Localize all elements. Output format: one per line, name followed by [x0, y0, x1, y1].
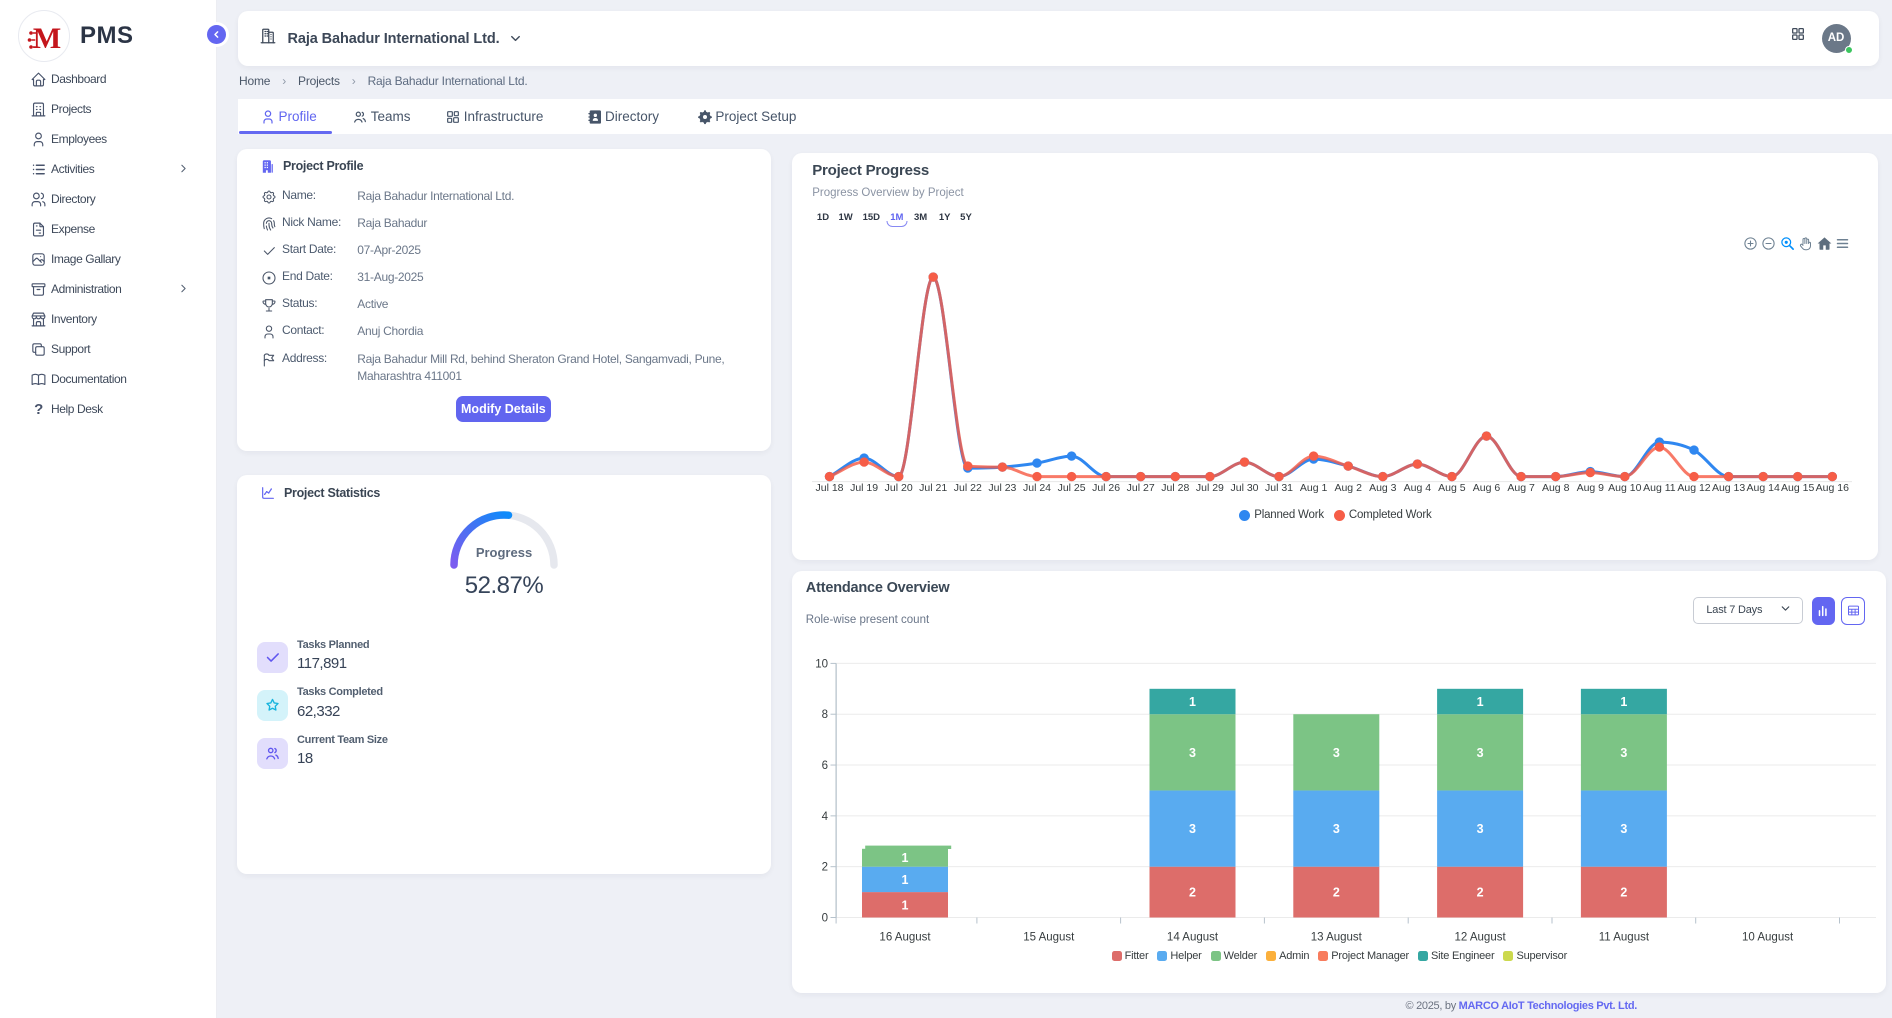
- svg-text:M: M: [33, 22, 61, 55]
- svg-text:Jul 25: Jul 25: [1058, 482, 1086, 494]
- svg-text:14 August: 14 August: [1167, 931, 1219, 943]
- svg-text:Jul 28: Jul 28: [1162, 482, 1190, 494]
- svg-text:Jul 21: Jul 21: [919, 482, 947, 494]
- svg-text:3: 3: [1189, 745, 1196, 759]
- svg-text:3: 3: [1333, 822, 1340, 836]
- svg-text:Aug 13: Aug 13: [1712, 482, 1745, 494]
- svg-text:2: 2: [1333, 885, 1340, 899]
- svg-text:Aug 16: Aug 16: [1816, 482, 1849, 494]
- svg-text:Jul 19: Jul 19: [850, 482, 878, 494]
- svg-text:16 August: 16 August: [880, 931, 932, 943]
- svg-text:3: 3: [1477, 822, 1484, 836]
- svg-text:Aug 6: Aug 6: [1473, 482, 1501, 494]
- svg-text:Jul 20: Jul 20: [885, 482, 913, 494]
- svg-text:8: 8: [822, 709, 828, 721]
- svg-text:10 August: 10 August: [1742, 931, 1794, 943]
- svg-text:3: 3: [1621, 822, 1628, 836]
- svg-text:Aug 3: Aug 3: [1369, 482, 1397, 494]
- svg-text:Aug 7: Aug 7: [1508, 482, 1536, 494]
- svg-text:3: 3: [1621, 745, 1628, 759]
- svg-text:1: 1: [1477, 695, 1484, 709]
- svg-text:Jul 31: Jul 31: [1265, 482, 1293, 494]
- svg-text:13 August: 13 August: [1311, 931, 1363, 943]
- svg-text:Aug 5: Aug 5: [1438, 482, 1466, 494]
- svg-text:Jul 26: Jul 26: [1092, 482, 1120, 494]
- svg-text:2: 2: [1621, 885, 1628, 899]
- svg-text:1: 1: [902, 851, 909, 865]
- svg-text:4: 4: [822, 811, 829, 823]
- svg-text:3: 3: [1477, 745, 1484, 759]
- svg-text:Aug 12: Aug 12: [1678, 482, 1711, 494]
- svg-text:3: 3: [1333, 745, 1340, 759]
- svg-text:Aug 10: Aug 10: [1608, 482, 1641, 494]
- svg-text:Jul 29: Jul 29: [1196, 482, 1224, 494]
- svg-text:Jul 30: Jul 30: [1231, 482, 1259, 494]
- svg-text:1: 1: [1621, 695, 1628, 709]
- svg-text:1: 1: [902, 873, 909, 887]
- svg-text:Aug 4: Aug 4: [1404, 482, 1432, 494]
- svg-text:10: 10: [816, 658, 829, 670]
- svg-text:Aug 1: Aug 1: [1300, 482, 1328, 494]
- svg-text:12 August: 12 August: [1455, 931, 1507, 943]
- svg-text:11 August: 11 August: [1599, 931, 1650, 943]
- svg-text:6: 6: [822, 760, 828, 772]
- svg-text:Jul 24: Jul 24: [1023, 482, 1051, 494]
- svg-text:Jul 22: Jul 22: [954, 482, 982, 494]
- svg-text:Jul 23: Jul 23: [989, 482, 1017, 494]
- svg-text:2: 2: [822, 861, 828, 873]
- svg-text:Jul 27: Jul 27: [1127, 482, 1155, 494]
- svg-text:Aug 14: Aug 14: [1747, 482, 1780, 494]
- svg-text:1: 1: [1189, 695, 1196, 709]
- svg-text:1: 1: [902, 898, 909, 912]
- svg-text:2: 2: [1189, 885, 1196, 899]
- svg-text:Aug 8: Aug 8: [1542, 482, 1570, 494]
- svg-text:0: 0: [822, 912, 828, 924]
- svg-text:Jul 18: Jul 18: [816, 482, 844, 494]
- svg-text:Aug 15: Aug 15: [1781, 482, 1814, 494]
- svg-text:3: 3: [1189, 822, 1196, 836]
- svg-text:Aug 9: Aug 9: [1577, 482, 1605, 494]
- svg-text:Aug 2: Aug 2: [1335, 482, 1363, 494]
- svg-text:15 August: 15 August: [1024, 931, 1076, 943]
- svg-text:Aug 11: Aug 11: [1643, 482, 1676, 494]
- svg-text:2: 2: [1477, 885, 1484, 899]
